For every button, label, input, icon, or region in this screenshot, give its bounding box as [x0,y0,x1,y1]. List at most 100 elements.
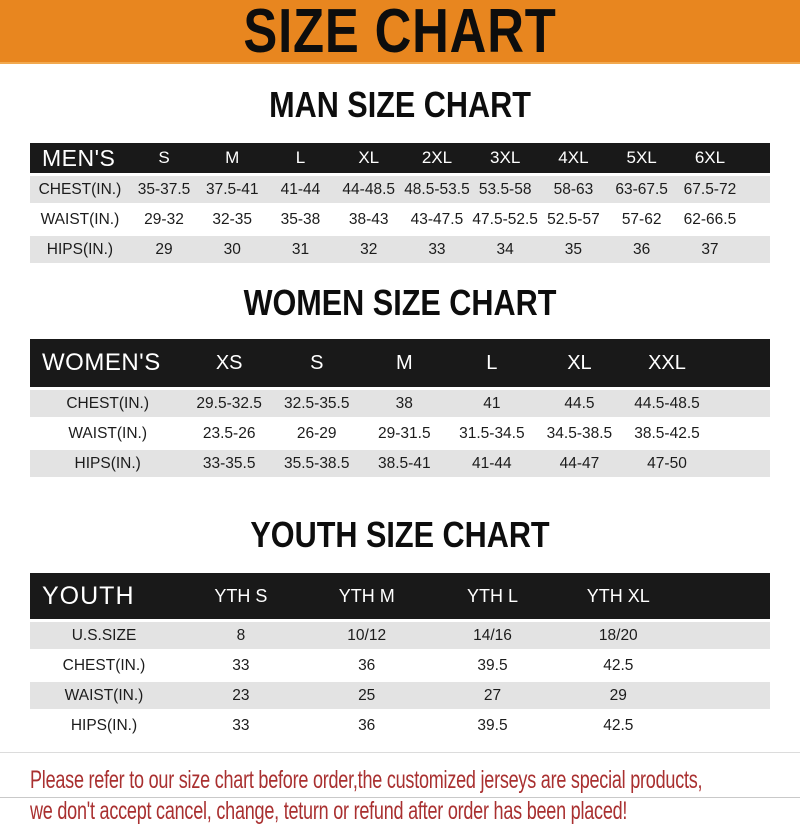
column-header: L [266,143,335,173]
row-label: WAIST(IN.) [30,420,186,447]
bottom-divider [0,797,800,798]
size-value: 29 [555,682,682,709]
size-value: 23 [178,682,304,709]
size-value: 39.5 [429,652,556,679]
filler-cell [681,652,770,679]
size-value: 38-43 [334,206,403,233]
column-header: M [360,339,449,387]
row-label: WAIST(IN.) [30,682,178,709]
size-value: 35.5-38.5 [272,450,361,477]
men-size-table: MEN'S S M L XL 2XL 3XL 4XL 5XL 6XL CHEST(IN.) 35-37… [30,140,770,266]
banner-title: SIZE CHART [243,0,557,66]
filler-cell [710,420,770,447]
filler-cell [710,450,770,477]
filler-cell [681,712,770,739]
row-label: HIPS(IN.) [30,712,178,739]
size-value: 52.5-57 [539,206,608,233]
column-header: 6XL [675,143,745,173]
size-value: 62-66.5 [675,206,745,233]
size-value: 31 [266,236,335,263]
row-label: WAIST(IN.) [30,206,130,233]
row-label: CHEST(IN.) [30,390,186,417]
size-value: 67.5-72 [675,176,745,203]
row-label: HIPS(IN.) [30,450,186,477]
size-value: 33 [178,652,304,679]
filler-cell [681,622,770,649]
size-value: 27 [429,682,556,709]
size-value: 33 [178,712,304,739]
women-section-title: WOMEN SIZE CHART [0,282,800,324]
column-header: 5XL [607,143,676,173]
size-value: 53.5-58 [471,176,540,203]
table-row: HIPS(IN.) 33 36 39.5 42.5 [30,712,770,739]
size-value: 29 [129,236,199,263]
table-row: CHEST(IN.) 35-37.5 37.5-41 41-44 44-48.5 48.5… [30,176,770,203]
table-row: HIPS(IN.) 29 30 31 32 33 34 35 36 37 [30,236,770,263]
size-value: 42.5 [555,712,682,739]
size-value: 44-47 [535,450,624,477]
table-row: CHEST(IN.) 29.5-32.5 32.5-35.5 38 41 44.5 44.5… [30,390,770,417]
size-header-row: WOMEN'S XS S M L XL XXL [30,339,770,387]
size-header-row: YOUTH YTH S YTH M YTH L YTH XL [30,573,770,619]
size-value: 10/12 [303,622,430,649]
size-value: 29-31.5 [360,420,449,447]
filler-cell [744,236,770,263]
banner: SIZE CHART [0,0,800,64]
size-value: 35-38 [266,206,335,233]
size-value: 29.5-32.5 [185,390,273,417]
filler-cell [710,339,770,387]
size-value: 41-44 [266,176,335,203]
section-youth: YOUTH SIZE CHART YOUTH YTH S YTH M YTH L YTH… [0,514,800,742]
footer-note-line1: Please refer to our size chart before or… [30,766,703,794]
filler-cell [710,390,770,417]
table-header-label: YOUTH [30,573,178,619]
size-value: 33 [402,236,472,263]
size-value: 37 [675,236,745,263]
table-row: CHEST(IN.) 33 36 39.5 42.5 [30,652,770,679]
size-value: 44-48.5 [334,176,403,203]
size-value: 26-29 [272,420,361,447]
size-value: 47.5-52.5 [471,206,540,233]
filler-cell [681,682,770,709]
size-value: 47-50 [623,450,711,477]
size-value: 33-35.5 [185,450,273,477]
section-women: WOMEN SIZE CHART WOMEN'S XS S M L XL XXL CHEST(… [0,282,800,480]
size-value: 25 [303,682,430,709]
footer-note-line2: we don't accept cancel, change, teturn o… [30,797,628,825]
man-section-title-text: MAN SIZE CHART [269,84,531,125]
size-value: 30 [198,236,267,263]
size-value: 41-44 [448,450,536,477]
size-value: 34.5-38.5 [535,420,624,447]
youth-section-title: YOUTH SIZE CHART [0,514,800,556]
size-value: 38.5-42.5 [623,420,711,447]
man-section-title: MAN SIZE CHART [0,84,800,126]
column-header: YTH L [429,573,556,619]
size-header-row: MEN'S S M L XL 2XL 3XL 4XL 5XL 6XL [30,143,770,173]
table-header-label: MEN'S [30,143,130,173]
filler-cell [744,176,770,203]
section-man: MAN SIZE CHART MEN'S S M L XL 2XL 3XL 4XL 5XL 6XL… [0,84,800,266]
size-value: 38.5-41 [360,450,449,477]
table-row: WAIST(IN.) 29-32 32-35 35-38 38-43 43-47.5 47.… [30,206,770,233]
size-value: 42.5 [555,652,682,679]
column-header: L [448,339,536,387]
table-row: WAIST(IN.) 23 25 27 29 [30,682,770,709]
size-value: 63-67.5 [607,176,676,203]
size-value: 35 [539,236,608,263]
filler-cell [744,143,770,173]
size-value: 41 [448,390,536,417]
women-section-title-text: WOMEN SIZE CHART [243,282,557,323]
column-header: M [198,143,267,173]
size-value: 32.5-35.5 [272,390,361,417]
size-value: 37.5-41 [198,176,267,203]
table-row: WAIST(IN.) 23.5-26 26-29 29-31.5 31.5-34.5 34… [30,420,770,447]
footer-note: Please refer to our size chart before or… [0,752,800,827]
size-value: 32-35 [198,206,267,233]
size-value: 23.5-26 [185,420,273,447]
row-label: CHEST(IN.) [30,176,130,203]
size-value: 48.5-53.5 [402,176,472,203]
column-header: XS [185,339,273,387]
size-value: 36 [303,712,430,739]
size-value: 34 [471,236,540,263]
table-row: HIPS(IN.) 33-35.5 35.5-38.5 38.5-41 41-44 44-… [30,450,770,477]
